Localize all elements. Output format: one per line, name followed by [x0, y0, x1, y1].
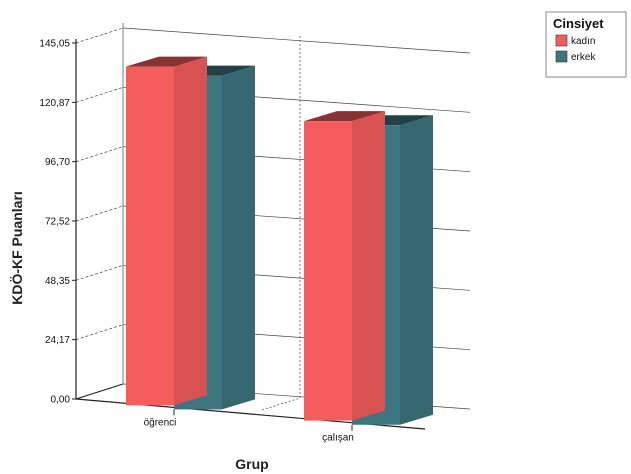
grid-line-side: [75, 27, 124, 44]
legend-swatch-kadin: [555, 34, 568, 47]
grid-line-back: [122, 27, 471, 54]
y-tick-label: 0,00: [51, 395, 71, 406]
grid-line-side: [75, 86, 124, 103]
bar-side-kadın-öğrenci: [174, 56, 207, 406]
grid-line-side: [75, 324, 124, 341]
bar-kadın-öğrenci: [126, 66, 174, 406]
bar-top-kadın-çalışan: [304, 111, 385, 122]
y-tick-label: 24,17: [45, 335, 70, 346]
legend-title: Cinsiyet: [553, 16, 604, 31]
grid-line-side: [75, 264, 124, 281]
y-tick-label: 120,87: [39, 98, 70, 109]
y-tick-label: 72,52: [45, 217, 70, 228]
y-axis-title: KDÖ-KF Puanları: [9, 191, 25, 305]
bar-kadın-çalışan: [304, 121, 352, 421]
legend-label-erkek: erkek: [571, 52, 596, 63]
bar-side-erkek-öğrenci: [222, 65, 255, 410]
legend-swatch-erkek: [555, 50, 568, 63]
bar-side-kadın-çalışan: [352, 111, 385, 421]
legend-label-kadin: kadın: [571, 36, 595, 47]
y-tick-label: 145,05: [39, 39, 70, 50]
x-tick-label-0: öğrenci: [144, 417, 177, 428]
bar-top-kadın-öğrenci: [126, 56, 207, 67]
bar-side-erkek-çalışan: [400, 115, 433, 425]
floor-divider: [261, 397, 301, 411]
x-axis-title: Grup: [235, 456, 268, 472]
y-tick-label: 96,70: [45, 157, 70, 168]
bars: [126, 56, 433, 425]
y-tick-label: 48,35: [45, 276, 70, 287]
grid-line-side: [75, 146, 124, 163]
legend: Cinsiyet kadın erkek: [545, 11, 627, 78]
floor-edge-left: [75, 383, 124, 400]
x-tick-label-1: çalışan: [322, 433, 354, 444]
grid-line-side: [75, 205, 124, 222]
